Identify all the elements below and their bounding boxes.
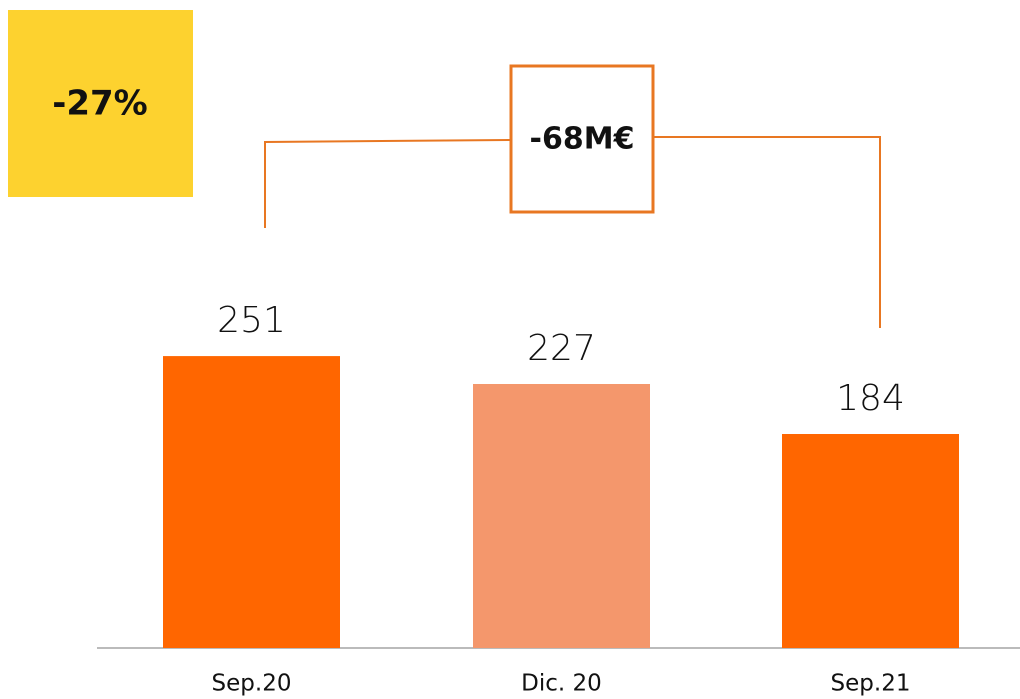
x-tick-label: Dic. 20	[521, 671, 602, 697]
amount-box	[509, 64, 655, 214]
percent-badge	[8, 10, 193, 197]
bracket-right	[653, 136, 881, 328]
value-label: 251	[217, 300, 286, 341]
value-label: 227	[527, 328, 596, 369]
x-tick-label: Sep.21	[831, 671, 911, 697]
bar	[163, 356, 340, 648]
bar	[782, 434, 959, 648]
amount-label: -68M€	[530, 122, 635, 157]
percent-label: -27%	[52, 84, 148, 124]
x-tick-label: Sep.20	[212, 671, 292, 697]
value-label: 184	[836, 378, 905, 419]
bracket-left	[264, 139, 511, 228]
bar	[473, 383, 650, 648]
